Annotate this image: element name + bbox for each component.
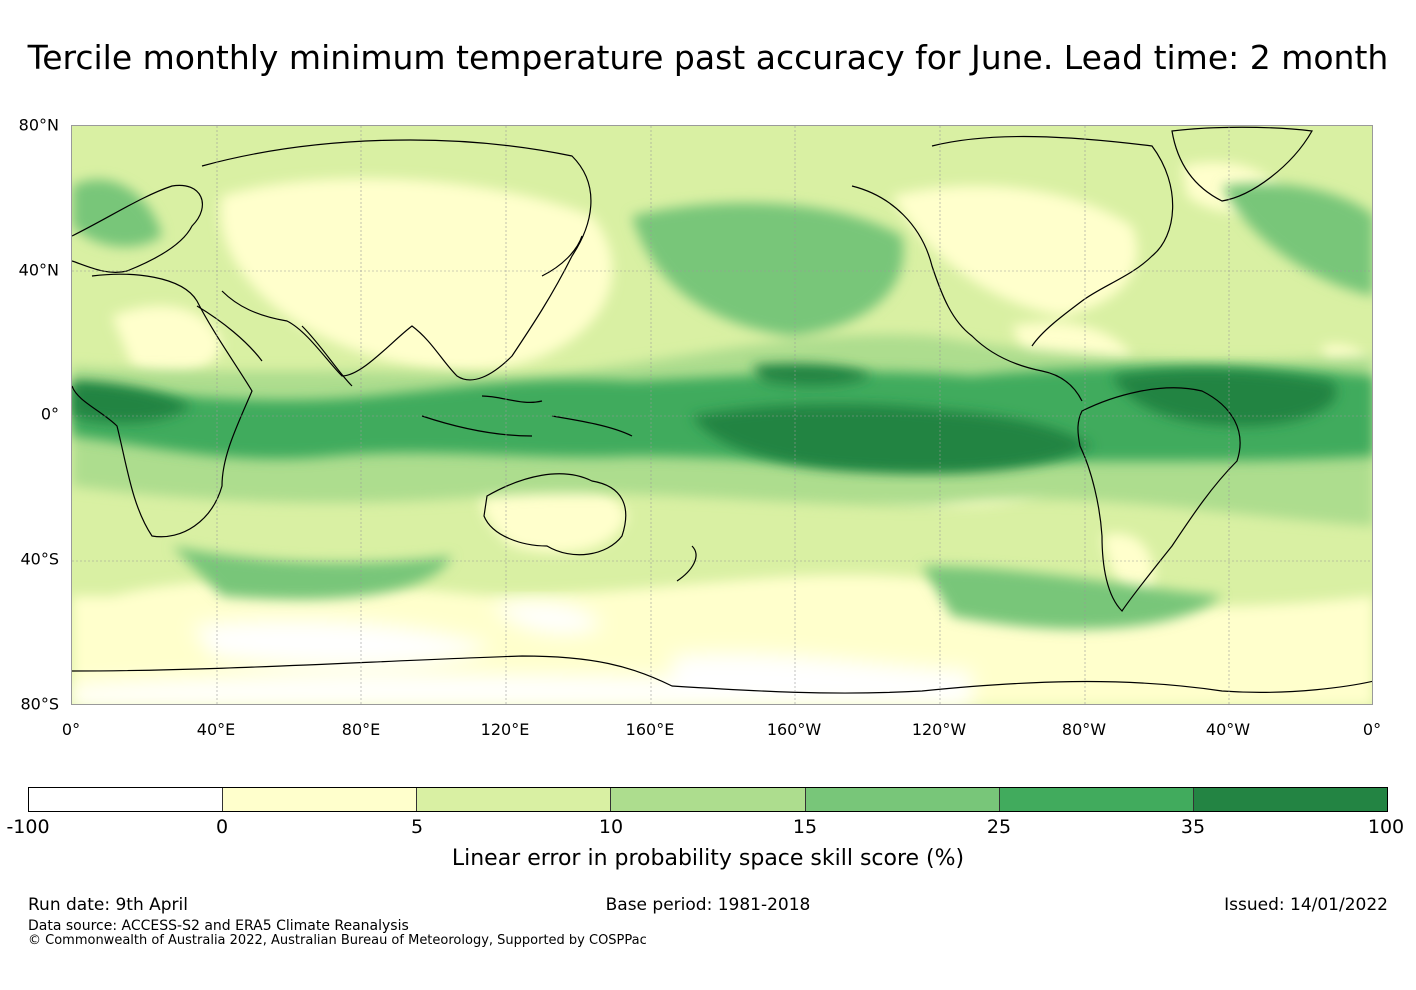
- coast-arabia-india: [196, 305, 353, 387]
- coast-north-america: [851, 135, 1174, 402]
- colorbar-tick: 100: [1367, 816, 1405, 838]
- colorbar-segment: [223, 788, 418, 811]
- lon-label-40w: 40°W: [1205, 720, 1251, 739]
- field-highest-skill: [72, 363, 1337, 474]
- colorbar-segment: [999, 788, 1194, 811]
- map-title: Tercile monthly minimum temperature past…: [27, 38, 1389, 77]
- coast-antarctica: [72, 655, 1372, 694]
- colorbar: [28, 787, 1388, 812]
- coast-nz: [676, 545, 697, 582]
- map-canvas: [72, 126, 1372, 704]
- colorbar-tick: 15: [792, 816, 818, 838]
- lon-label-160e: 160°E: [625, 720, 675, 739]
- run-date: Run date: 9th April: [28, 895, 188, 915]
- graticule: [72, 126, 1372, 704]
- lat-label-40n: 40°N: [18, 260, 59, 280]
- field-negative-skill: [72, 602, 972, 704]
- lat-label-40s: 40°S: [20, 549, 59, 569]
- lat-label-80s: 80°S: [20, 694, 59, 714]
- lon-label-0-right: 0°: [1362, 720, 1382, 739]
- coast-japan: [541, 235, 583, 277]
- coastlines: [72, 126, 1372, 694]
- coast-indonesia: [421, 395, 633, 437]
- colorbar-tick: 25: [986, 816, 1012, 838]
- colorbar-tick: 5: [410, 816, 424, 838]
- coast-greenland: [1171, 126, 1313, 202]
- copyright: © Commonwealth of Australia 2022, Austra…: [28, 933, 647, 948]
- lon-label-40e: 40°E: [196, 720, 236, 739]
- lon-label-0: 0°: [61, 720, 81, 739]
- colorbar-tick: 35: [1180, 816, 1206, 838]
- lon-label-120e: 120°E: [480, 720, 530, 739]
- coast-africa: [72, 273, 253, 538]
- lat-label-80n: 80°N: [18, 115, 59, 135]
- colorbar-segment: [805, 788, 1000, 811]
- coast-asia: [201, 139, 592, 381]
- colorbar-label: Linear error in probability space skill …: [451, 846, 965, 871]
- lon-label-160w: 160°W: [766, 720, 822, 739]
- coast-south-america: [1077, 387, 1241, 612]
- base-period: Base period: 1981-2018: [605, 895, 811, 915]
- data-source: Data source: ACCESS-S2 and ERA5 Climate …: [28, 918, 409, 934]
- lon-label-80w: 80°W: [1061, 720, 1107, 739]
- colorbar-segment: [417, 788, 612, 811]
- colorbar-tick: 0: [215, 816, 229, 838]
- colorbar-tick: -100: [6, 816, 50, 838]
- colorbar-segment: [611, 788, 806, 811]
- coast-australia: [483, 473, 627, 556]
- coast-europe: [72, 184, 203, 273]
- issued-date: Issued: 14/01/2022: [1224, 895, 1388, 915]
- lon-label-80e: 80°E: [341, 720, 381, 739]
- colorbar-tick: 10: [598, 816, 624, 838]
- colorbar-segment: [1193, 788, 1387, 811]
- colorbar-segment: [29, 788, 224, 811]
- skill-score-map: [71, 125, 1373, 705]
- lon-label-120w: 120°W: [911, 720, 967, 739]
- lat-label-0: 0°: [40, 404, 59, 424]
